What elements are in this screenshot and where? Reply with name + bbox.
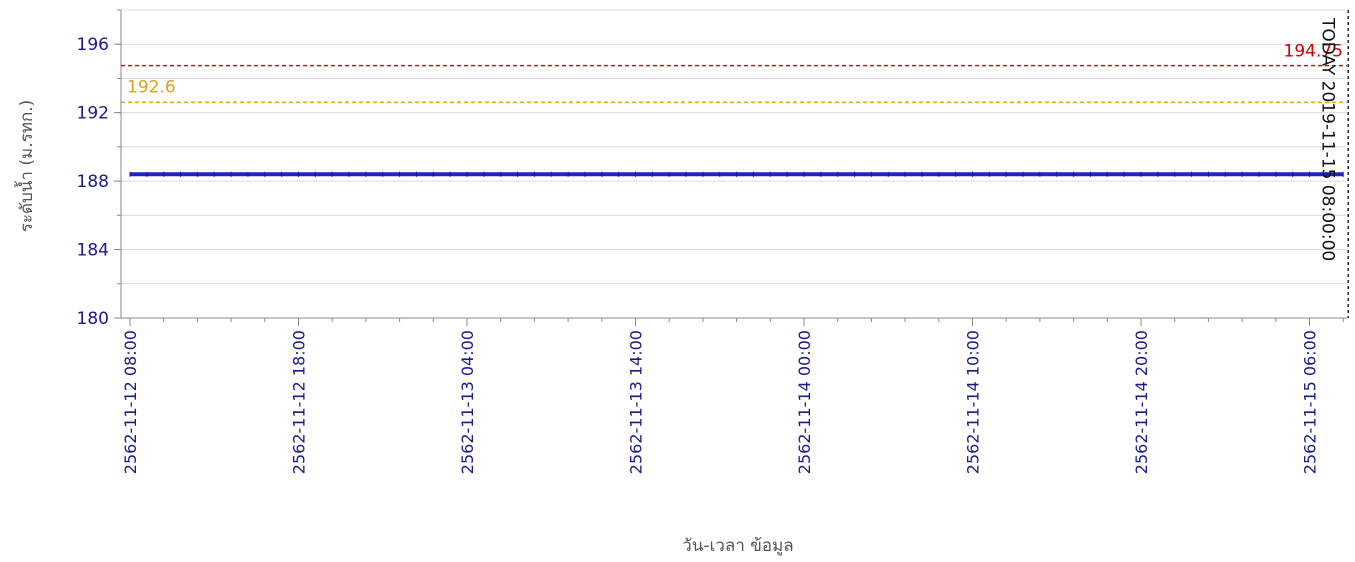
x-tick-label: 2562-11-12 08:00: [121, 330, 140, 474]
grid-lines: [121, 9, 1347, 319]
x-axis-label: วัน-เวลา ข้อมูล: [682, 536, 793, 556]
today-marker: TODAY 2019-11-15 08:00:00: [1317, 10, 1350, 318]
x-tick-label: 2562-11-13 04:00: [458, 330, 477, 474]
y-axis-label: ระดับน้ำ (ม.รทก.): [14, 100, 37, 233]
x-tick-label: 2562-11-14 00:00: [795, 330, 814, 474]
reference-label-upper: 194.75: [1284, 42, 1343, 62]
y-tick-label: 188: [77, 172, 109, 192]
x-tick-label: 2562-11-12 18:00: [290, 330, 309, 474]
x-tick-label: 2562-11-14 10:00: [964, 330, 983, 474]
y-tick-label: 184: [77, 241, 109, 261]
x-tick-label: 2562-11-15 06:00: [1301, 330, 1320, 474]
x-tick-label: 2562-11-13 14:00: [627, 330, 646, 474]
y-tick-label: 192: [77, 104, 109, 124]
x-tick-label: 2562-11-14 20:00: [1132, 330, 1151, 474]
axes: [117, 9, 1347, 322]
today-marker-label: TODAY 2019-11-15 08:00:00: [1317, 17, 1337, 261]
y-tick-label: 196: [77, 35, 109, 55]
x-axis-ticks: 2562-11-12 08:00 2562-11-12 18:00 2562-11-…: [121, 318, 1320, 474]
y-tick-label: 180: [77, 309, 109, 329]
y-axis-ticks: 180 184 188 192 196: [77, 35, 121, 329]
reference-lines: 194.75 192.6: [121, 42, 1347, 104]
series-group: [129, 171, 1344, 177]
reference-label-lower: 192.6: [127, 77, 176, 97]
